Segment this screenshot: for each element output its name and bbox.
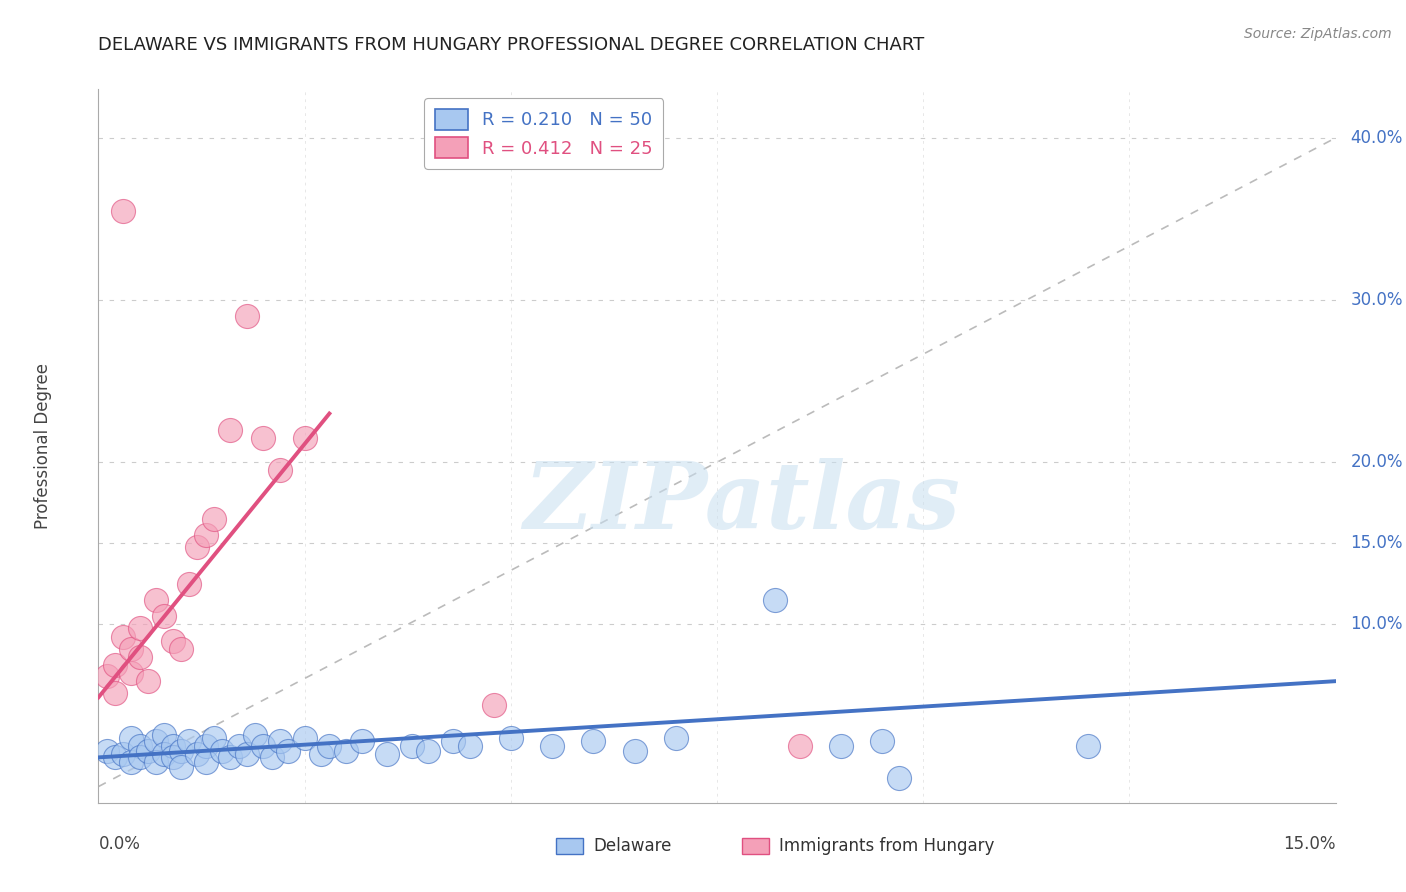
Point xyxy=(1077,739,1099,753)
Point xyxy=(541,739,564,753)
Point xyxy=(318,739,340,753)
Point xyxy=(186,540,208,554)
Point xyxy=(202,512,225,526)
Point xyxy=(153,728,176,742)
Point xyxy=(665,731,688,745)
Point xyxy=(252,431,274,445)
Point xyxy=(145,756,167,770)
Point xyxy=(441,734,464,748)
Point xyxy=(252,739,274,753)
Point xyxy=(484,698,506,713)
Point xyxy=(887,772,910,786)
Point xyxy=(458,739,481,753)
Text: Delaware: Delaware xyxy=(593,838,672,855)
Point xyxy=(269,463,291,477)
Point xyxy=(104,750,127,764)
Point xyxy=(418,744,440,758)
Point xyxy=(375,747,398,761)
Point xyxy=(112,747,135,761)
Point xyxy=(104,657,127,672)
Point xyxy=(789,739,811,753)
Point xyxy=(162,750,184,764)
Point xyxy=(162,633,184,648)
Point xyxy=(186,747,208,761)
Point xyxy=(96,669,118,683)
Text: ZIPatlas: ZIPatlas xyxy=(523,458,960,548)
Text: 40.0%: 40.0% xyxy=(1351,128,1403,147)
Point xyxy=(128,621,150,635)
Text: 15.0%: 15.0% xyxy=(1284,835,1336,853)
Point xyxy=(120,641,142,656)
Point xyxy=(170,744,193,758)
Point xyxy=(120,756,142,770)
Point xyxy=(128,739,150,753)
Text: 0.0%: 0.0% xyxy=(98,835,141,853)
Text: Source: ZipAtlas.com: Source: ZipAtlas.com xyxy=(1244,27,1392,41)
Point xyxy=(202,731,225,745)
Point xyxy=(335,744,357,758)
Point xyxy=(352,734,374,748)
Point xyxy=(153,609,176,624)
Point xyxy=(763,593,786,607)
Point xyxy=(128,750,150,764)
Point xyxy=(162,739,184,753)
Point xyxy=(179,577,201,591)
Point xyxy=(236,310,259,324)
Bar xyxy=(742,838,769,855)
Point xyxy=(219,423,242,437)
Text: 10.0%: 10.0% xyxy=(1351,615,1403,633)
Point xyxy=(211,744,233,758)
Point xyxy=(870,734,893,748)
Point xyxy=(260,750,283,764)
Text: Professional Degree: Professional Degree xyxy=(34,363,52,529)
Point xyxy=(499,731,522,745)
Point xyxy=(277,744,299,758)
Point xyxy=(104,685,127,699)
Point xyxy=(219,750,242,764)
Bar xyxy=(557,838,583,855)
Point xyxy=(294,731,316,745)
Text: 15.0%: 15.0% xyxy=(1351,534,1403,552)
Point xyxy=(96,744,118,758)
Point xyxy=(228,739,250,753)
Point xyxy=(112,203,135,218)
Point xyxy=(120,666,142,681)
Point xyxy=(294,431,316,445)
Point xyxy=(243,728,266,742)
Point xyxy=(112,631,135,645)
Point xyxy=(623,744,645,758)
Point xyxy=(136,674,159,689)
Text: Immigrants from Hungary: Immigrants from Hungary xyxy=(779,838,994,855)
Point xyxy=(582,734,605,748)
Text: DELAWARE VS IMMIGRANTS FROM HUNGARY PROFESSIONAL DEGREE CORRELATION CHART: DELAWARE VS IMMIGRANTS FROM HUNGARY PROF… xyxy=(98,36,925,54)
Point xyxy=(194,756,217,770)
Text: 20.0%: 20.0% xyxy=(1351,453,1403,471)
Point xyxy=(830,739,852,753)
Point xyxy=(194,739,217,753)
Point xyxy=(309,747,332,761)
Point xyxy=(153,747,176,761)
Point xyxy=(236,747,259,761)
Point xyxy=(120,731,142,745)
Point xyxy=(269,734,291,748)
Point xyxy=(145,593,167,607)
Point xyxy=(128,649,150,664)
Point xyxy=(170,641,193,656)
Point xyxy=(179,734,201,748)
Legend: R = 0.210   N = 50, R = 0.412   N = 25: R = 0.210 N = 50, R = 0.412 N = 25 xyxy=(425,98,664,169)
Point xyxy=(170,760,193,774)
Point xyxy=(136,744,159,758)
Point xyxy=(145,734,167,748)
Text: 30.0%: 30.0% xyxy=(1351,291,1403,309)
Point xyxy=(401,739,423,753)
Point xyxy=(194,528,217,542)
